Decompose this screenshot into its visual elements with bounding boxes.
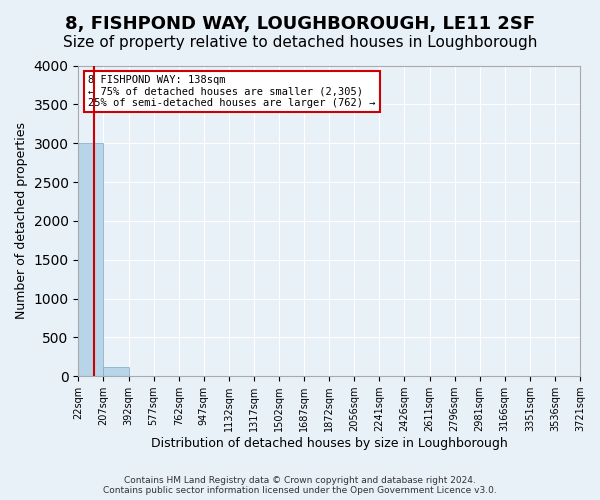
Text: Contains HM Land Registry data © Crown copyright and database right 2024.
Contai: Contains HM Land Registry data © Crown c… [103, 476, 497, 495]
X-axis label: Distribution of detached houses by size in Loughborough: Distribution of detached houses by size … [151, 437, 508, 450]
Text: 8, FISHPOND WAY, LOUGHBOROUGH, LE11 2SF: 8, FISHPOND WAY, LOUGHBOROUGH, LE11 2SF [65, 15, 535, 33]
Text: 8 FISHPOND WAY: 138sqm
← 75% of detached houses are smaller (2,305)
25% of semi-: 8 FISHPOND WAY: 138sqm ← 75% of detached… [88, 75, 376, 108]
Y-axis label: Number of detached properties: Number of detached properties [15, 122, 28, 320]
Text: Size of property relative to detached houses in Loughborough: Size of property relative to detached ho… [63, 35, 537, 50]
Bar [79, 143, 103, 376]
Bar [103, 367, 128, 376]
